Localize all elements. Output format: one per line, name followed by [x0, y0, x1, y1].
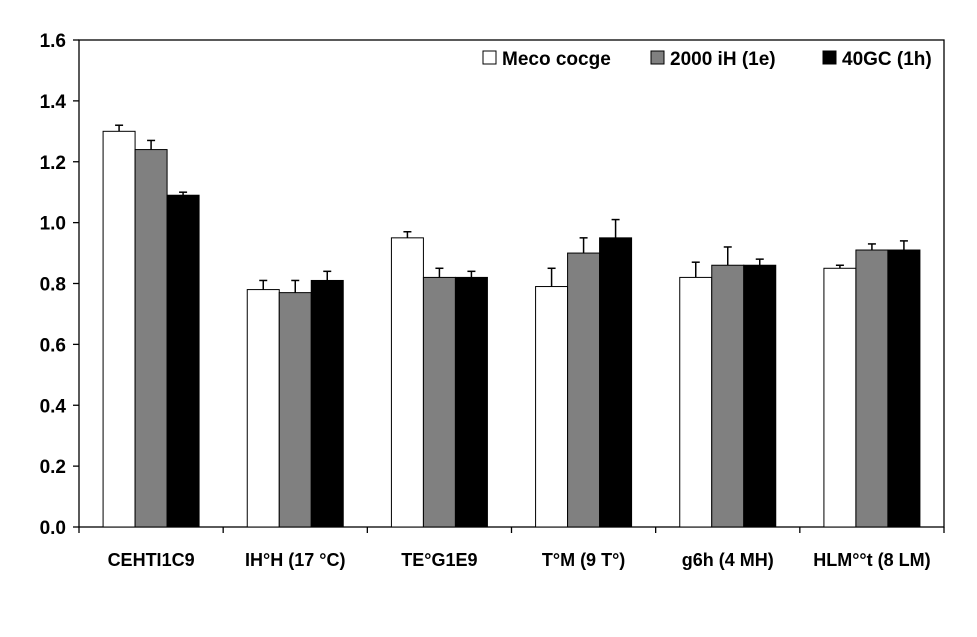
bar	[599, 237, 633, 528]
bar	[390, 237, 424, 528]
bar	[743, 264, 777, 528]
bar	[422, 276, 456, 528]
x-category-label: CEHTI1C9	[108, 550, 195, 570]
y-tick-label: 0.2	[40, 457, 66, 478]
bar	[887, 249, 921, 528]
legend-label: 2000 iH (1e)	[670, 49, 776, 70]
plot-area-frame	[78, 39, 945, 528]
legend-label: Meco cocge	[502, 49, 611, 70]
y-tick-label: 1.6	[40, 31, 66, 52]
bar	[855, 249, 889, 528]
bar	[278, 292, 312, 528]
bar	[310, 279, 344, 528]
bar	[134, 149, 168, 528]
bar	[166, 194, 200, 528]
x-category-label: T°M (9 T°)	[542, 550, 625, 570]
y-tick-label: 1.4	[40, 92, 67, 113]
y-tick-label: 0.4	[40, 396, 67, 417]
legend-label: 40GC (1h)	[842, 49, 932, 70]
y-tick-label: 1.0	[40, 214, 66, 235]
y-tick-label: 1.2	[40, 153, 66, 174]
bar	[535, 286, 569, 528]
legend-swatch	[482, 50, 497, 65]
y-tick-label: 0.6	[40, 335, 66, 356]
bar	[102, 130, 136, 528]
bar	[246, 289, 280, 528]
x-category-label: HLM°°t (8 LM)	[813, 550, 930, 570]
bar	[823, 267, 857, 528]
bar	[711, 264, 745, 528]
bar	[567, 252, 601, 528]
y-tick-label: 0.0	[40, 518, 66, 539]
bar	[679, 276, 713, 528]
legend-swatch	[650, 50, 665, 65]
x-category-label: IH°H (17 °C)	[245, 550, 345, 570]
legend-swatch	[822, 50, 837, 65]
x-category-label: g6h (4 MH)	[682, 550, 774, 570]
x-category-label: TE°G1E9	[401, 550, 477, 570]
y-tick-label: 0.8	[40, 275, 66, 296]
bar	[454, 276, 488, 528]
